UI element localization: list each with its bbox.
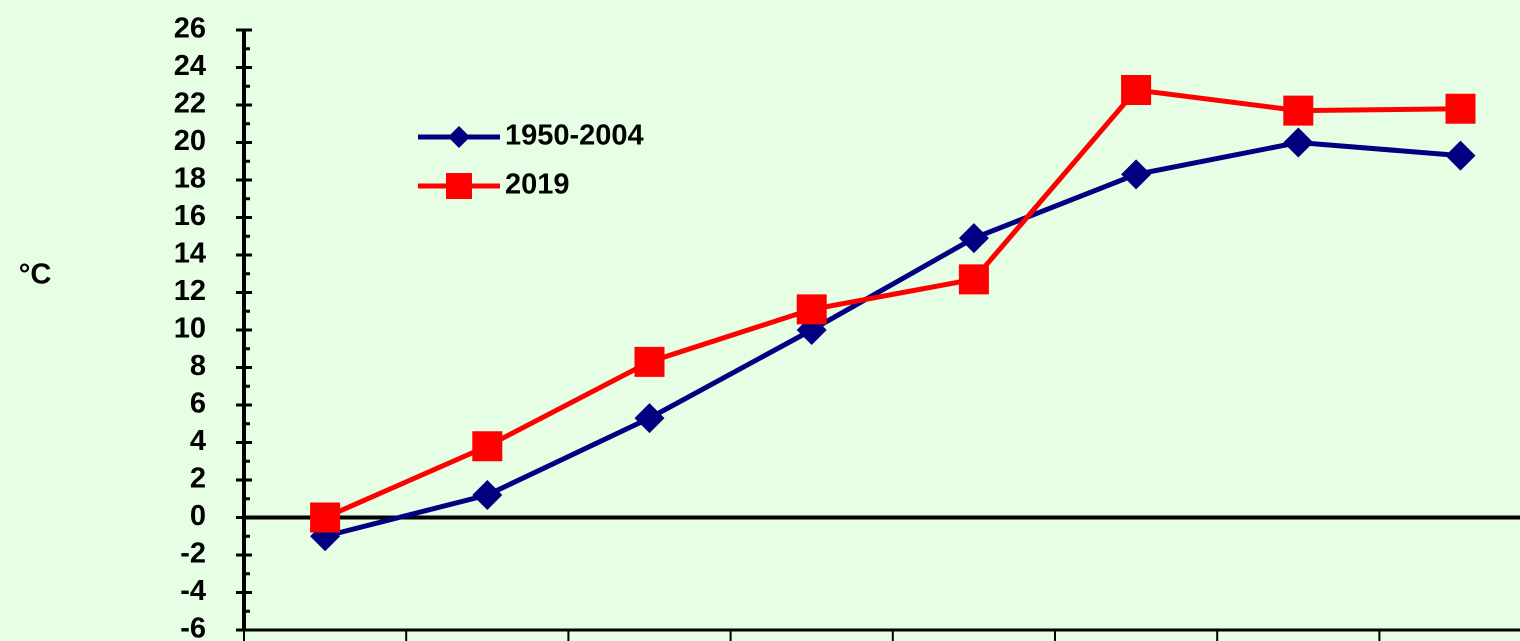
y-tick-label: 10 [174, 313, 206, 345]
data-point [796, 294, 827, 325]
y-tick-label: 6 [190, 388, 206, 420]
y-tick-label: 20 [174, 125, 206, 157]
y-tick-label: 24 [174, 50, 206, 82]
y-tick-label: 8 [190, 350, 206, 382]
data-point [472, 480, 503, 510]
y-tick-label: 18 [174, 163, 206, 195]
legend-label: 1950-2004 [505, 120, 644, 152]
data-point [1121, 75, 1152, 105]
y-tick-label: 22 [174, 88, 206, 120]
data-point [1445, 93, 1476, 124]
data-point [1121, 159, 1152, 190]
legend-label: 2019 [505, 169, 570, 201]
y-tick-label: 4 [190, 425, 206, 457]
data-point [472, 431, 503, 462]
data-point [634, 403, 665, 434]
data-point [958, 264, 989, 295]
series-line [324, 139, 1461, 539]
data-point [1283, 95, 1314, 126]
y-tick-label: 12 [174, 275, 206, 307]
y-axis-label: °C [19, 259, 52, 291]
data-point [1445, 140, 1476, 171]
y-tick-label: 16 [174, 200, 206, 232]
data-point [634, 346, 665, 377]
series-line [324, 87, 1461, 520]
data-point [958, 223, 989, 254]
legend-marker [446, 173, 472, 199]
y-tick-label: 26 [174, 13, 206, 45]
data-point [310, 502, 341, 533]
y-tick-label: 0 [190, 500, 206, 532]
y-tick-label: -4 [180, 575, 206, 607]
y-tick-label: -6 [180, 613, 206, 641]
legend-marker [448, 126, 470, 148]
y-tick-label: -2 [180, 538, 206, 570]
y-tick-label: 14 [174, 238, 206, 270]
y-tick-label: 2 [190, 463, 206, 495]
data-point [1283, 127, 1314, 158]
